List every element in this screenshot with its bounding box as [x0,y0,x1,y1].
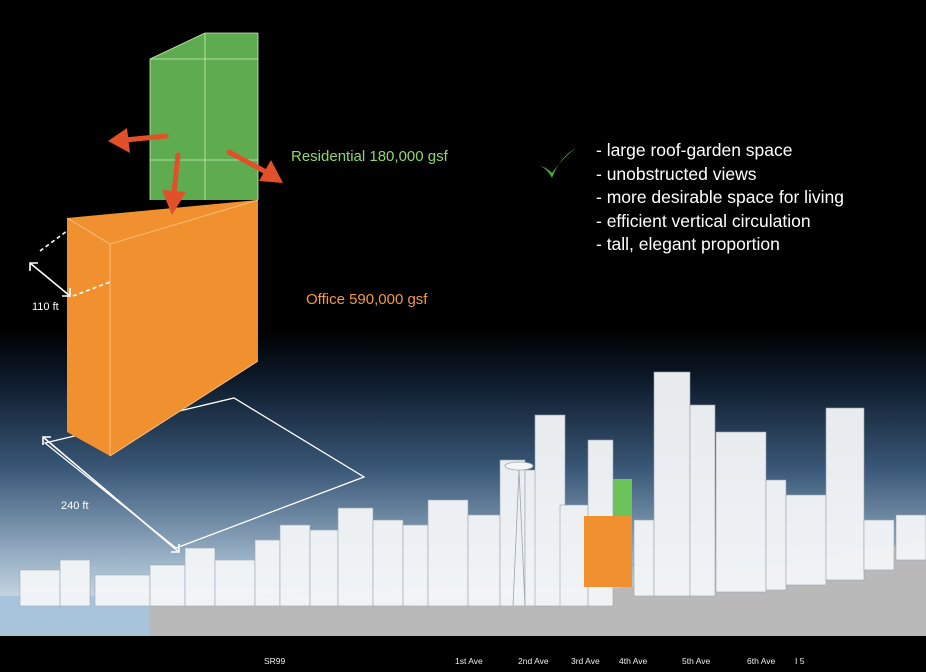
skyline-tower-residential [613,479,632,516]
street-label-6th-ave: 6th Ave [747,656,776,666]
street-label-3rd-ave: 3rd Ave [571,656,600,666]
check-icon [540,148,576,178]
residential-label: Residential 180,000 gsf [291,148,448,165]
street-label-4th-ave: 4th Ave [619,656,648,666]
benefit-item: - unobstructed views [596,163,757,184]
street-label-2nd-ave: 2nd Ave [518,656,549,666]
skyline-tower-office [584,516,632,587]
height-dimension-label: 110 ft [32,301,59,313]
street-label-sr99: SR99 [264,656,286,666]
street-label-1st-ave: 1st Ave [455,656,483,666]
ground-section [150,540,926,636]
benefit-item: - tall, elegant proportion [596,234,780,254]
residential-volume [150,33,258,200]
street-label-5th-ave: 5th Ave [682,656,711,666]
benefit-item: - more desirable space for living [596,187,845,207]
dimension-arrow-icon [29,230,180,553]
width-dimension-label: 240 ft [61,500,89,512]
direction-arrow-icon [108,128,283,215]
benefit-item: - efficient vertical circulation [596,210,811,231]
office-edges [66,199,259,457]
residential-edges [149,32,259,200]
office-volume [67,200,258,456]
benefits-list: - large roof-garden space - unobstructed… [596,139,844,257]
benefit-item: - large roof-garden space [596,140,793,160]
street-bar [0,636,926,672]
street-label-i5: I 5 [795,656,805,666]
office-label: Office 590,000 gsf [306,291,428,308]
space-needle [504,461,534,607]
